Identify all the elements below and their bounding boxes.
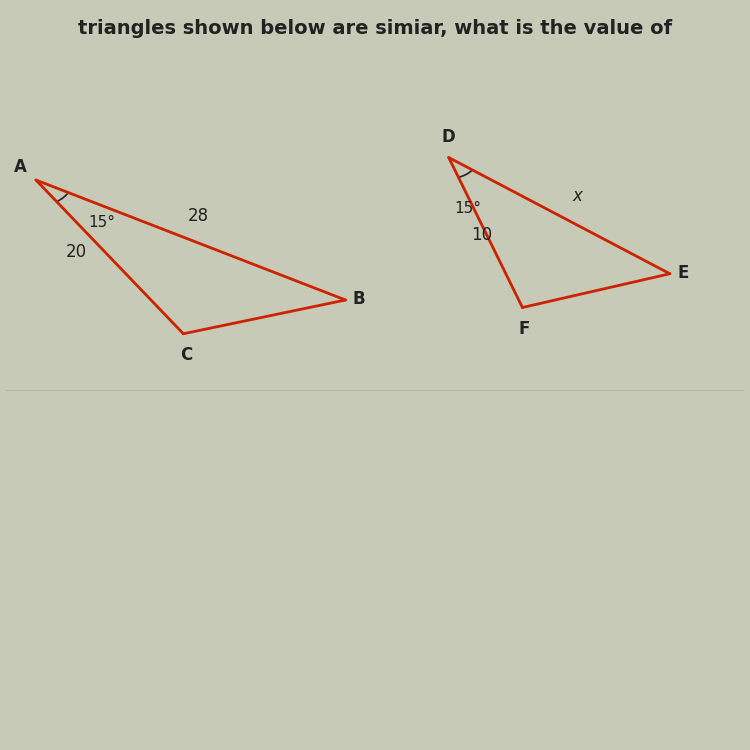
Text: D: D (441, 128, 455, 146)
Text: F: F (519, 320, 530, 338)
Text: 15°: 15° (454, 201, 482, 216)
Text: 28: 28 (188, 207, 209, 225)
Text: 20: 20 (66, 243, 87, 261)
Text: E: E (677, 263, 688, 281)
Text: 10: 10 (471, 226, 493, 244)
Text: B: B (353, 290, 365, 308)
Text: x: x (573, 187, 583, 205)
Text: C: C (180, 346, 192, 364)
Text: triangles shown below are simiar, what is the value of: triangles shown below are simiar, what i… (78, 19, 672, 38)
Text: A: A (13, 158, 27, 176)
Text: 15°: 15° (88, 215, 116, 230)
